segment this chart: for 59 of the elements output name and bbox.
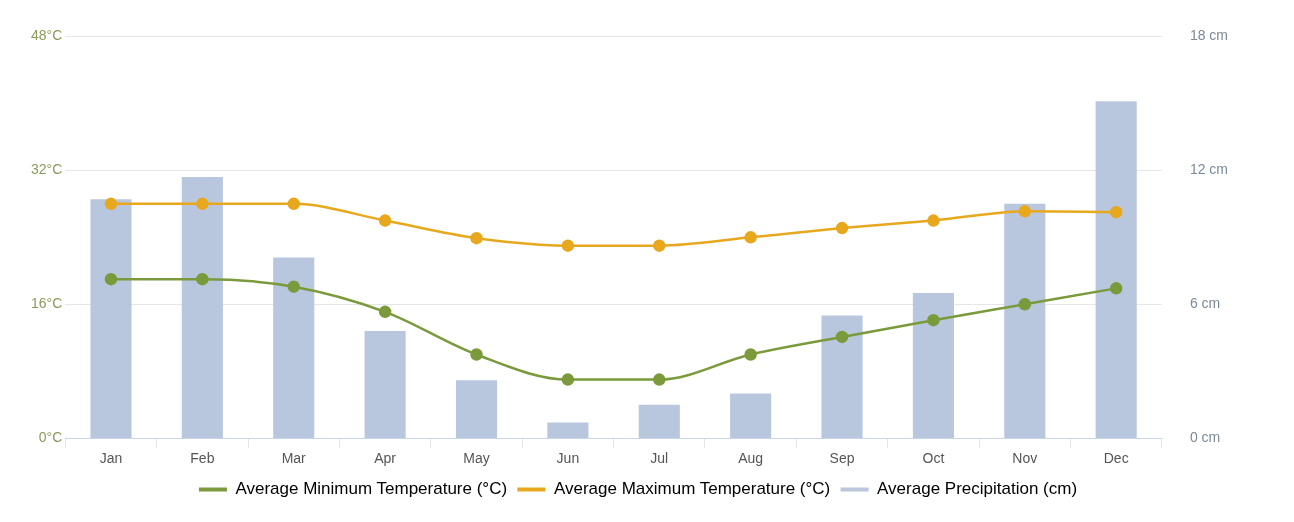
bar — [547, 422, 589, 439]
y2-tick-label: 0 cm — [1189, 429, 1221, 446]
x-tick-label: Apr — [374, 450, 397, 467]
point — [196, 272, 209, 286]
y2-tick-label: 12 cm — [1189, 161, 1228, 178]
point — [744, 231, 757, 244]
point — [1018, 298, 1032, 311]
point — [104, 197, 118, 211]
legend-label: Average Maximum Temperature (°C) — [553, 479, 831, 499]
point — [744, 348, 757, 361]
point — [1018, 205, 1032, 218]
x-tick-label: Jun — [556, 450, 580, 467]
point — [287, 197, 300, 211]
bar — [90, 199, 132, 439]
legend-label: Average Minimum Temperature (°C) — [235, 479, 508, 499]
bar — [455, 380, 498, 439]
point — [927, 214, 940, 227]
point — [470, 348, 483, 361]
bar — [273, 257, 315, 439]
bar — [821, 315, 863, 439]
bar — [730, 393, 772, 439]
y2-tick-label: 18 cm — [1189, 27, 1228, 44]
x-tick-label: Sep — [829, 450, 855, 467]
x-tick-label: Oct — [922, 450, 945, 467]
point — [1109, 282, 1123, 295]
x-tick-label: Jul — [650, 450, 669, 467]
x-tick-label: Dec — [1103, 450, 1129, 467]
bar — [638, 404, 680, 439]
y-tick-label: 48°C — [31, 27, 63, 44]
point — [561, 239, 575, 252]
point — [561, 373, 575, 386]
point — [927, 313, 940, 327]
bar — [912, 293, 954, 439]
y2-tick-label: 6 cm — [1189, 295, 1221, 312]
bar — [364, 331, 406, 439]
x-tick-label: Aug — [738, 450, 764, 467]
point — [104, 272, 118, 286]
point — [196, 197, 209, 211]
x-tick-label: Nov — [1012, 450, 1038, 467]
point — [1109, 205, 1123, 219]
x-tick-label: May — [463, 450, 490, 467]
bar — [1004, 203, 1046, 439]
point — [653, 239, 666, 252]
bar — [1095, 101, 1137, 439]
y-tick-label: 16°C — [31, 295, 63, 312]
point — [470, 231, 483, 245]
y-tick-label: 32°C — [31, 161, 63, 178]
bar — [181, 177, 223, 439]
point — [378, 305, 392, 319]
x-tick-label: Feb — [190, 450, 215, 467]
x-tick-label: Jan — [99, 450, 123, 467]
x-tick-label: Mar — [281, 450, 307, 467]
legend-label: Average Precipitation (cm) — [877, 479, 1078, 499]
y-tick-label: 0°C — [38, 429, 63, 446]
point — [378, 214, 392, 227]
point — [835, 221, 849, 235]
point — [653, 373, 666, 386]
point — [835, 330, 849, 344]
point — [287, 280, 300, 293]
